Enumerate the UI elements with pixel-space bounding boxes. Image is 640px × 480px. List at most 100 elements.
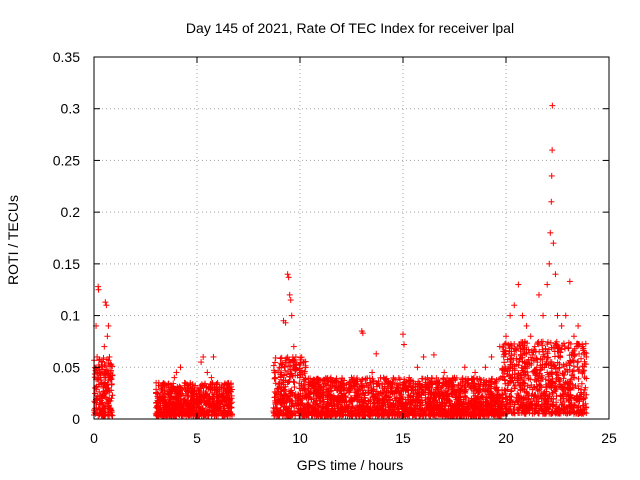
data-point [226,410,233,417]
data-point [562,312,569,319]
data-point [98,400,105,407]
data-point [165,381,172,388]
data-point [177,364,184,371]
data-point [218,407,225,414]
data-point [106,388,113,395]
data-point [287,297,294,304]
data-point [200,382,207,389]
data-point [554,312,561,319]
data-point [271,375,278,382]
data-point [558,322,565,329]
data-point [290,378,297,385]
x-axis-title: GPS time / hours [297,457,404,473]
data-point [105,385,112,392]
data-point [153,386,160,393]
data-point [105,360,112,367]
data-point [400,331,406,338]
data-point [472,369,479,376]
data-point [109,392,116,399]
y-tick-label: 0.25 [53,152,80,168]
data-point [200,353,207,360]
data-point [228,380,235,387]
data-point [170,408,177,415]
data-point [155,379,162,386]
data-point [272,374,279,381]
data-point [223,381,230,388]
data-point [207,404,214,411]
data-point [207,380,214,387]
data-point [197,398,204,405]
data-point [285,274,292,281]
data-point [219,412,226,419]
data-point [95,404,102,411]
data-point [204,369,211,376]
data-point [213,412,220,419]
data-point [95,370,102,377]
data-point [420,353,427,360]
y-tick-label: 0.05 [53,359,80,375]
data-point [288,312,295,319]
y-tick-labels: 0 0.05 0.1 0.15 0.2 0.25 0.3 0.35 [53,49,80,427]
data-point [97,408,104,415]
data-point [204,390,211,397]
data-point [210,403,217,410]
data-point [492,379,499,386]
data-point [198,359,205,366]
data-point [544,281,551,288]
data-point [166,412,173,419]
data-point [207,396,214,403]
grid [94,57,609,419]
data-point [157,397,164,404]
data-point [549,102,556,109]
data-point [286,291,293,298]
x-tick-label: 0 [90,430,98,446]
data-point [214,406,221,413]
y-tick-label: 0.35 [53,49,80,65]
data-point [278,354,285,361]
data-point [570,333,577,340]
data-point [414,364,421,371]
data-point [575,322,582,329]
data-point [501,359,508,366]
data-point [220,403,227,410]
data-point [175,390,182,397]
data-point [213,381,220,388]
data-point [96,388,103,395]
data-point [106,412,113,419]
data-point [540,312,547,319]
data-point [105,403,112,410]
y-tick-label: 0.2 [61,204,81,220]
data-point [165,399,172,406]
y-tick-label: 0.1 [61,308,81,324]
data-point [193,404,200,411]
data-point [214,386,221,393]
data-point [461,364,468,371]
data-point [153,412,160,419]
y-tick-label: 0.15 [53,256,80,272]
data-point [401,341,408,348]
data-point [176,400,183,407]
data-point [523,322,530,329]
data-point [546,260,553,267]
data-point [369,369,376,376]
data-point [488,353,495,360]
data-point [225,390,232,397]
data-point [215,398,222,405]
data-point [100,401,107,408]
data-point [270,362,277,369]
data-point [503,333,509,340]
data-point [569,368,576,375]
data-point [101,391,108,398]
data-point [184,388,191,395]
data-point [195,412,202,419]
y-tick-label: 0 [72,411,80,427]
data-point [91,371,98,378]
x-tick-labels: 0 5 10 15 20 25 [90,430,617,446]
data-point [95,286,102,293]
data-point [206,408,213,415]
data-point [153,404,160,411]
data-point [203,400,210,407]
y-axis-title: ROTI / TECUs [5,195,21,285]
data-point [173,404,180,411]
data-point [193,393,200,400]
